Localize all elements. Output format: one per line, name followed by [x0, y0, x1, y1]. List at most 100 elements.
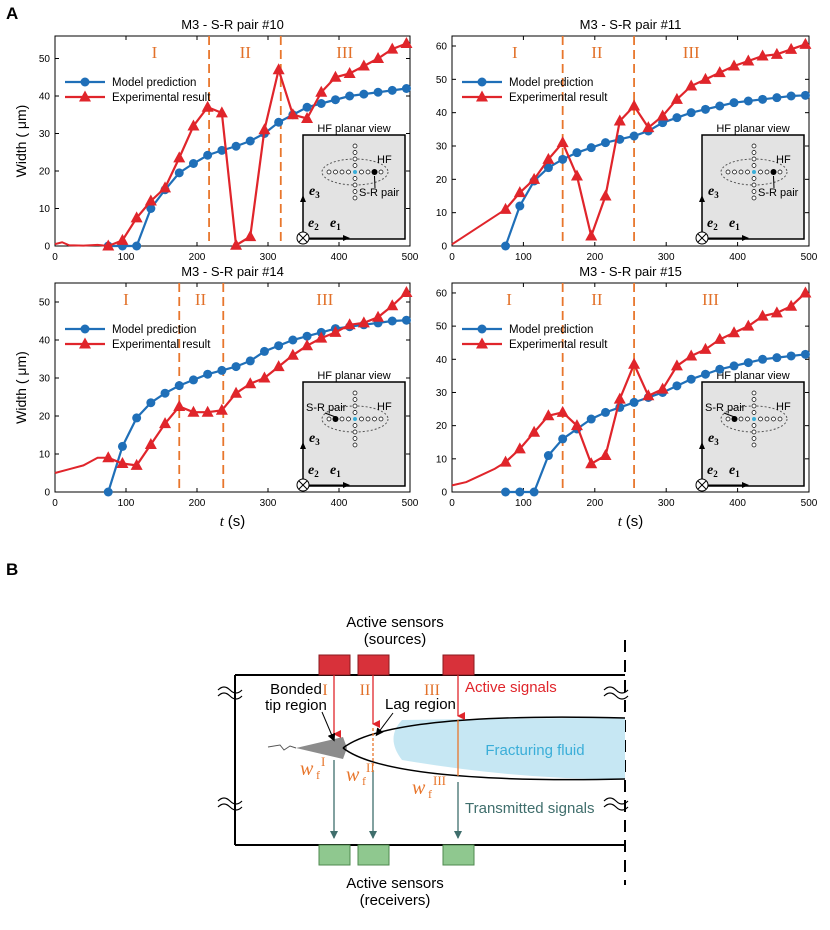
model-point [572, 148, 582, 158]
experiment-point [799, 286, 812, 298]
e3-label-subscript: 3 [714, 190, 719, 200]
experiment-point [315, 85, 328, 97]
legend: Model prediction Experimental result [462, 77, 608, 104]
sensor-dot [326, 169, 332, 175]
series-line [107, 291, 408, 467]
inset-title: HF planar view [716, 123, 789, 135]
sensor-dot [751, 390, 757, 396]
experiment-point [159, 181, 172, 193]
model-point [629, 131, 639, 141]
model-point [601, 138, 611, 148]
panel-label-b: B [6, 560, 19, 579]
experiment-point [244, 230, 257, 242]
source-sensor-3 [442, 654, 475, 676]
model-point [743, 358, 753, 368]
model-point [401, 315, 411, 325]
experiment-point [329, 325, 342, 337]
y-tick-label: 30 [39, 129, 51, 140]
experiment-point [770, 47, 783, 59]
model-point [729, 98, 739, 108]
inset-sr-leader [374, 175, 376, 189]
break-symbol-left-bottom [217, 797, 243, 811]
y-tick-label: 20 [39, 167, 51, 178]
legend-experiment-label: Experimental result [112, 92, 211, 104]
e3-arrow-head [699, 195, 705, 202]
sensor-dot [764, 416, 770, 422]
legend-model-label: Model prediction [112, 77, 196, 89]
y-tick-label: 50 [39, 298, 51, 309]
inset-title: HF planar view [716, 370, 789, 382]
x-axis-label-symbol: t [220, 514, 228, 530]
x-tick-label: 200 [189, 252, 206, 263]
e3-arrow-head [699, 442, 705, 449]
model-point [800, 349, 810, 359]
chart-4: M3 - S-R pair #15 0 100 200 300 400 500 0 10 20 30… [436, 264, 818, 530]
sensor-dot [777, 416, 783, 422]
charts-group: M3 - S-R pair #100 100 200 300 400 5000102030… [13, 17, 818, 530]
experiment-point [130, 211, 143, 223]
experiment-point [756, 49, 769, 61]
series-lead-line [451, 208, 507, 246]
experiment-point [230, 238, 243, 250]
width-symbol-3: w [412, 777, 426, 799]
e3-label: e3 [309, 431, 320, 447]
experiment-point [244, 377, 257, 389]
experiment-point [699, 342, 712, 354]
sensor-dot [359, 169, 364, 175]
hf-inset: HF planar view S-R pair HF e2 e1 e3 [296, 370, 406, 492]
sensor-dot [738, 416, 744, 422]
experiment-point [144, 194, 157, 206]
sensor-dot [339, 416, 345, 422]
experiment-point [357, 59, 370, 71]
x-tick-label: 0 [52, 498, 58, 509]
experiment-point [144, 438, 157, 449]
experiment-point [201, 100, 214, 112]
e1-label: e1 [330, 463, 341, 479]
model-point [586, 143, 596, 153]
experiment-point [670, 359, 683, 371]
e1-label-subscript: 1 [336, 469, 341, 479]
e2-label: e2 [707, 216, 718, 232]
sensor-dot [352, 143, 358, 149]
inset-sr-label: S-R pair [306, 402, 347, 414]
x-tick-label: 300 [658, 498, 675, 509]
sensor-dot [352, 442, 358, 448]
experiment-point [528, 172, 541, 184]
bottom-sensors-title-2: (receivers) [360, 892, 431, 909]
experiment-point [742, 54, 755, 66]
x-tick-label: 200 [586, 252, 603, 263]
experiment-point [656, 382, 669, 394]
y-tick-label: 50 [436, 322, 448, 333]
experiment-point [499, 202, 512, 214]
x-tick-label: 500 [801, 498, 818, 509]
experiment-point [187, 405, 200, 417]
sensor-dot [732, 169, 737, 175]
sensor-dot [378, 416, 384, 422]
sensor-dot [751, 436, 757, 441]
y-tick-label: 10 [39, 204, 51, 215]
e3-label-subscript: 3 [315, 437, 320, 447]
width-superscript-3: III [433, 773, 446, 788]
width-label-1: w f I [300, 754, 325, 782]
bonded-label-1: Bonded [270, 681, 322, 698]
series-line [108, 87, 407, 248]
experiment-point [301, 112, 314, 123]
sensor-dot [352, 429, 358, 435]
experiment-series [54, 37, 413, 251]
experiment-point [187, 119, 200, 131]
inset-title: HF planar view [317, 123, 390, 135]
inset-hf-label: HF [776, 154, 791, 166]
x-tick-label: 400 [729, 498, 746, 509]
model-point [302, 331, 312, 341]
model-point [743, 96, 753, 106]
y-axis-label: Width ( μm) [13, 351, 29, 424]
stage-label: I [512, 43, 518, 62]
legend: Model prediction Experimental result [65, 324, 211, 351]
series-lead-line [54, 456, 109, 474]
e3-arrow-head [300, 442, 306, 449]
e3-label-subscript: 3 [714, 437, 719, 447]
experiment-point [670, 92, 683, 104]
y-axis-label: Width ( μm) [13, 105, 29, 178]
model-point [146, 204, 156, 213]
sensor-dot [745, 416, 750, 422]
